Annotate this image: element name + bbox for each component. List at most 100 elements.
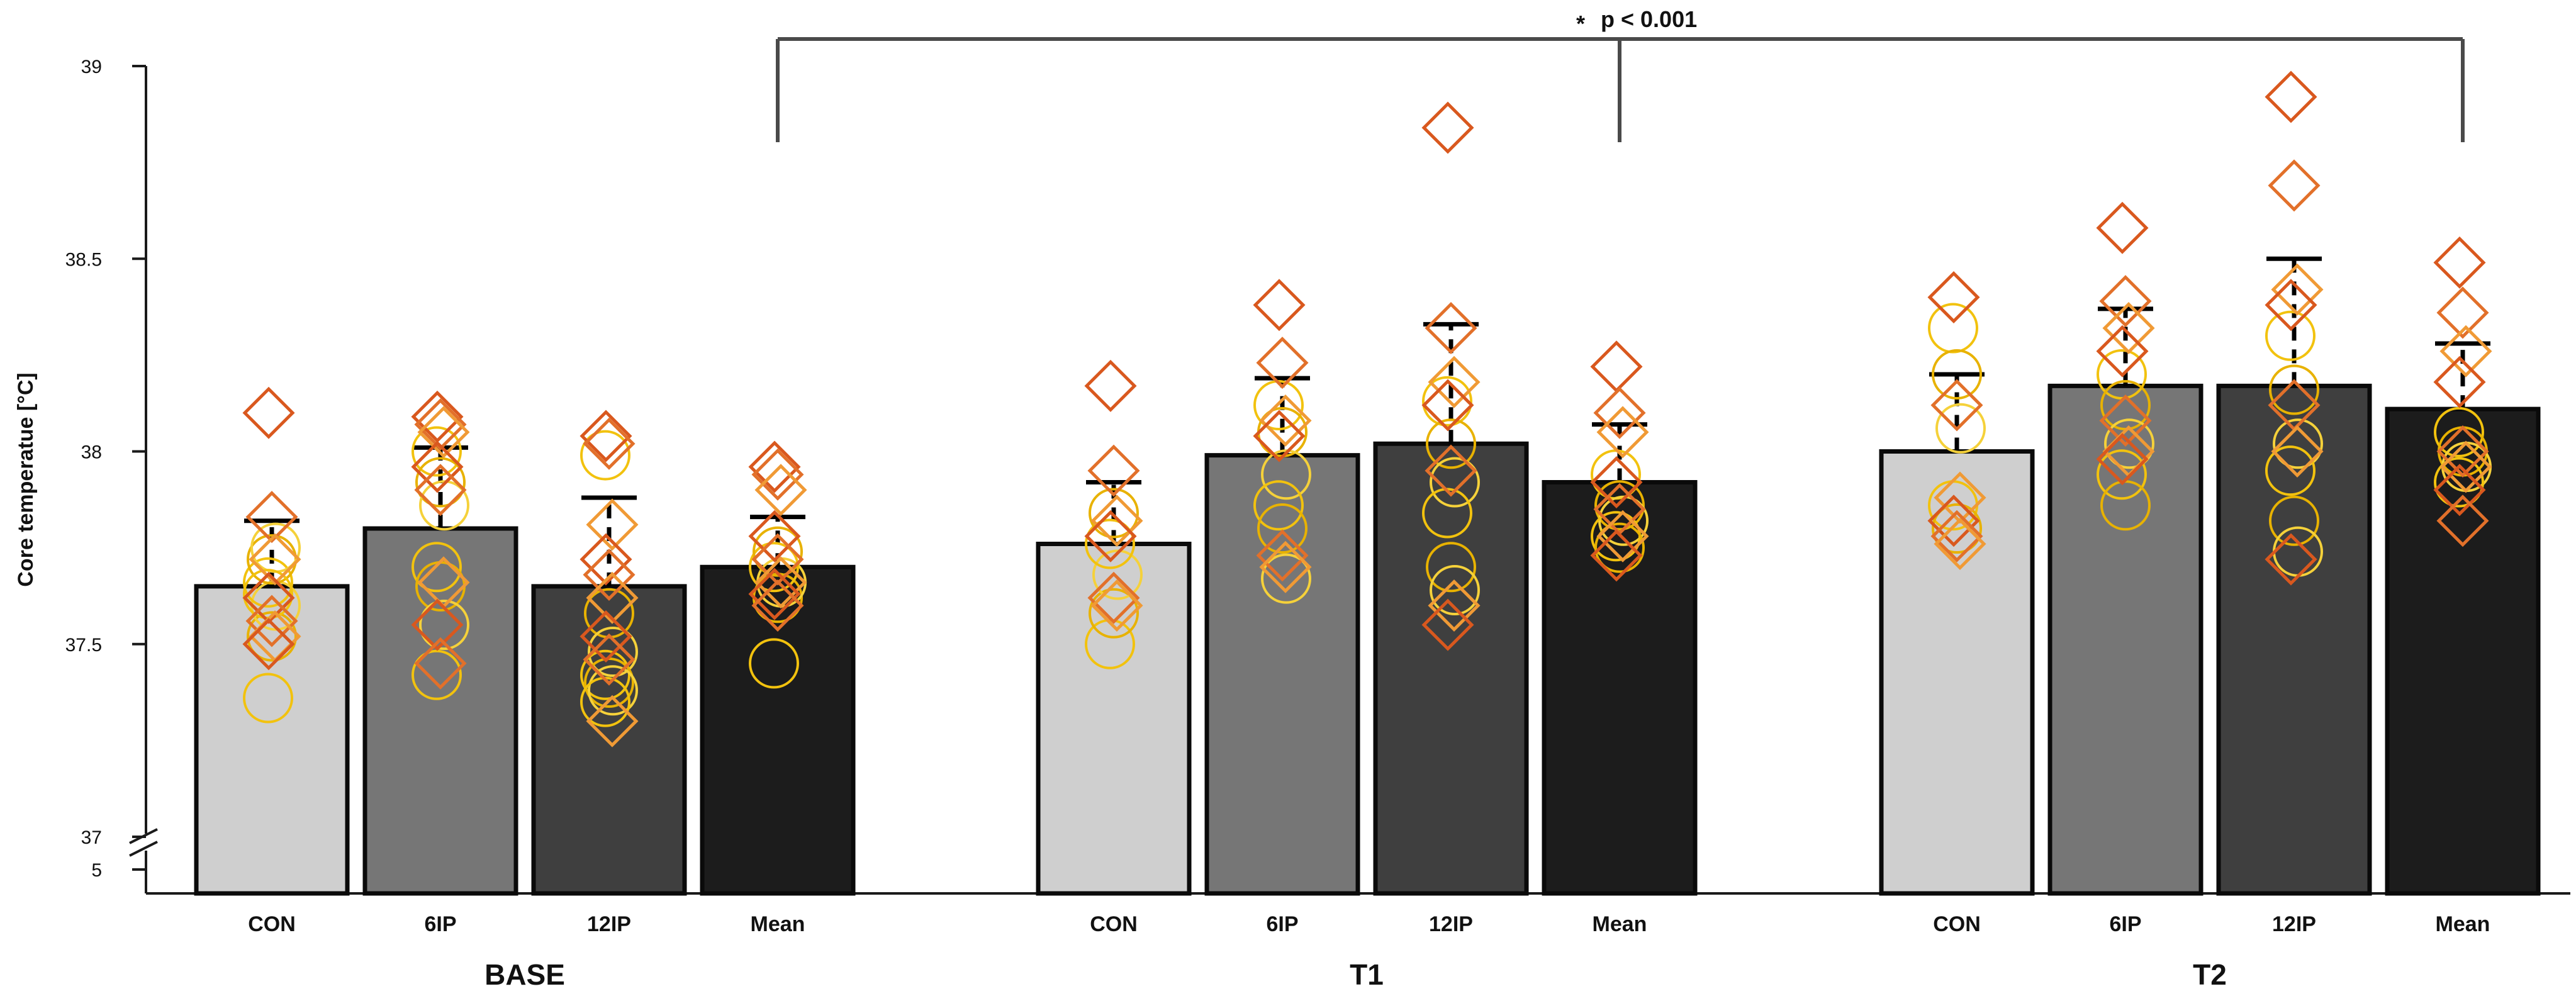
- data-point-diamond: [414, 637, 467, 690]
- data-point-diamond: [1593, 386, 1646, 439]
- data-point-diamond: [2096, 325, 2149, 377]
- data-point-diamond: [751, 579, 804, 632]
- data-point-circle: [2265, 310, 2316, 361]
- data-point-diamond: [2433, 355, 2486, 408]
- data-point-diamond: [245, 491, 298, 544]
- data-point-circle: [1261, 449, 1311, 500]
- x-tick-label: 12IP: [2272, 912, 2316, 936]
- significance-marker: *: [1576, 11, 1585, 36]
- data-point-circle: [1426, 542, 1476, 593]
- data-point-diamond: [1090, 579, 1143, 632]
- data-point-diamond: [2436, 425, 2489, 478]
- data-point-circle: [2434, 406, 2484, 457]
- data-point-diamond: [1087, 571, 1140, 624]
- data-point-circle: [1430, 565, 1480, 615]
- data-point-circle: [2265, 445, 2316, 496]
- data-point-diamond: [2436, 495, 2489, 547]
- data-point-diamond: [1428, 355, 1481, 408]
- x-tick-label: 12IP: [1429, 912, 1473, 936]
- y-tick-label: 38.5: [65, 249, 102, 270]
- data-point-diamond: [748, 568, 801, 620]
- data-point-diamond: [2096, 201, 2149, 254]
- data-point-circle: [580, 430, 630, 481]
- data-point-circle: [419, 600, 469, 651]
- data-point-circle: [2269, 364, 2319, 415]
- data-point-diamond: [249, 533, 301, 586]
- data-point-diamond: [2433, 236, 2486, 289]
- data-point-circle: [1430, 457, 1480, 508]
- data-point-diamond: [2265, 279, 2317, 332]
- data-point-diamond: [580, 610, 632, 663]
- data-point-diamond: [242, 386, 295, 439]
- x-tick-label: 6IP: [2109, 912, 2141, 936]
- data-point-diamond: [2433, 464, 2486, 517]
- data-point-diamond: [2099, 275, 2152, 328]
- data-point-diamond: [2265, 533, 2317, 586]
- data-point-diamond: [411, 390, 464, 443]
- data-point-diamond: [751, 448, 804, 501]
- y-axis-label: Core temperatue [°C]: [14, 372, 38, 586]
- data-point-diamond: [245, 595, 298, 647]
- data-point-circle: [580, 649, 630, 700]
- data-point-diamond: [1087, 444, 1140, 497]
- data-point-diamond: [411, 598, 464, 651]
- data-point-circle: [1257, 503, 1308, 554]
- data-point-diamond: [580, 533, 632, 586]
- y-tick-label: 37.5: [65, 635, 102, 656]
- data-point-circle: [753, 526, 803, 577]
- data-point-diamond: [1428, 579, 1481, 632]
- data-point-diamond: [2271, 425, 2324, 478]
- data-point-circle: [2434, 457, 2484, 508]
- data-point-diamond: [1084, 510, 1137, 562]
- x-tick-label: CON: [1933, 912, 1981, 936]
- data-point-circle: [1261, 553, 1311, 604]
- data-point-diamond: [2099, 394, 2152, 447]
- data-point-diamond: [754, 556, 807, 609]
- data-point-circle: [749, 638, 799, 689]
- data-point-diamond: [411, 440, 464, 493]
- data-point-circle: [1422, 376, 1472, 427]
- data-point-diamond: [1421, 101, 1474, 154]
- data-point-diamond: [414, 398, 467, 451]
- data-point-diamond: [2439, 325, 2492, 377]
- data-point-diamond: [583, 548, 636, 601]
- group-label: T2: [2193, 958, 2227, 991]
- data-point-circle: [749, 542, 799, 593]
- data-point-diamond: [2268, 159, 2321, 212]
- data-point-diamond: [1090, 495, 1143, 547]
- data-point-diamond: [1927, 271, 1980, 324]
- data-point-diamond: [586, 498, 639, 551]
- data-point-circle: [588, 665, 638, 716]
- data-point-circle: [588, 627, 638, 677]
- y-tick-label: 37: [81, 827, 102, 848]
- data-point-circle: [1598, 495, 1649, 546]
- x-tick-label: 6IP: [1266, 912, 1298, 936]
- data-point-diamond: [586, 695, 639, 747]
- data-point-circle: [1928, 303, 1978, 354]
- data-point-diamond: [586, 571, 639, 624]
- data-point-diamond: [1596, 406, 1649, 459]
- significance-label: p < 0.001: [1601, 6, 1697, 32]
- bar: [1036, 542, 1192, 896]
- bar: [194, 584, 350, 896]
- data-point-circle: [412, 649, 462, 700]
- data-point-diamond: [748, 440, 801, 493]
- data-point-circle: [247, 611, 297, 662]
- group-label: BASE: [484, 958, 565, 991]
- data-point-diamond: [2439, 440, 2492, 493]
- data-point-diamond: [583, 417, 636, 470]
- data-point-diamond: [2096, 433, 2149, 486]
- data-point-circle: [1089, 488, 1139, 539]
- bar: [1373, 441, 1529, 896]
- data-point-diamond: [1253, 410, 1306, 462]
- data-point-circle: [412, 426, 462, 477]
- data-point-diamond: [1256, 337, 1309, 389]
- x-tick-label: 12IP: [587, 912, 631, 936]
- x-tick-label: 6IP: [424, 912, 456, 936]
- data-point-diamond: [1927, 495, 1980, 547]
- data-point-circle: [1932, 503, 1982, 554]
- data-point-diamond: [1590, 529, 1643, 582]
- data-point-circle: [1594, 522, 1645, 573]
